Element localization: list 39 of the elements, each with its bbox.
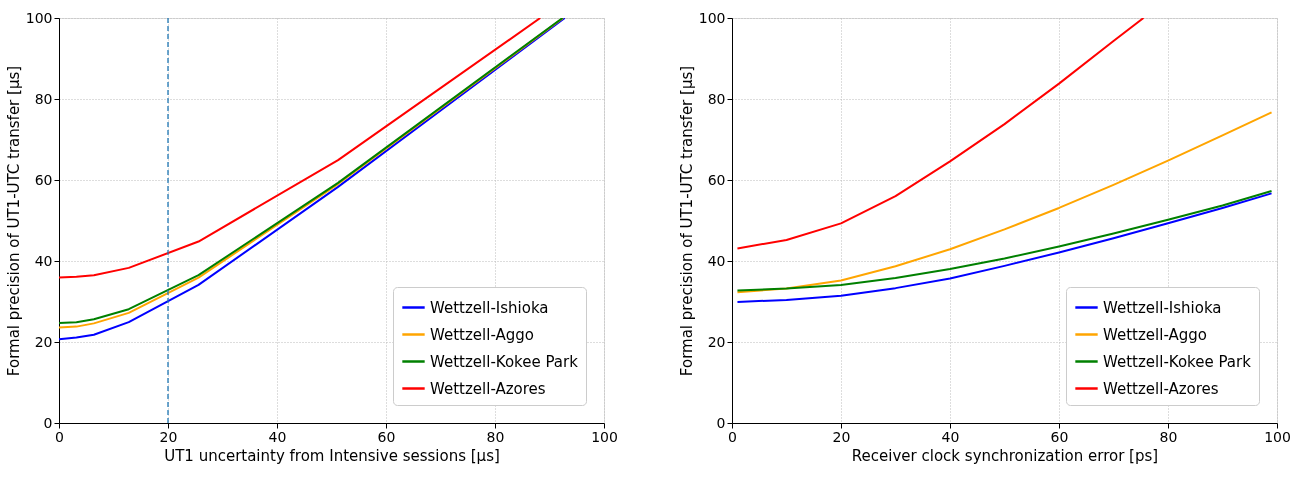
y-tick-label: 20	[34, 333, 53, 350]
x-tick-label: 40	[941, 428, 960, 445]
line-series	[59, 18, 542, 279]
y-tick-label: 60	[707, 171, 726, 188]
y-tick-label: 20	[707, 333, 726, 350]
y-tick-label: 100	[25, 9, 53, 26]
line-series	[736, 111, 1273, 294]
legend-label: Wettzell-Ishioka	[430, 298, 549, 317]
line-series	[736, 18, 1145, 250]
legend-label: Wettzell-Azores	[430, 379, 546, 398]
legend-label: Wettzell-Azores	[1103, 379, 1219, 398]
legend-label: Wettzell-Aggo	[430, 325, 534, 344]
x-axis-title: UT1 uncertainty from Intensive sessions [μs]	[164, 446, 500, 465]
x-tick-label: 20	[159, 428, 178, 445]
x-tick-label: 100	[1264, 428, 1291, 445]
y-tick-label: 80	[34, 90, 53, 107]
x-axis-title: Receiver clock synchronization error [ps]	[851, 446, 1159, 465]
y-tick-label: 0	[716, 414, 726, 431]
y-tick-label: 100	[698, 9, 726, 26]
legend-label: Wettzell-Kokee Park	[1103, 352, 1252, 371]
y-tick-label: 0	[43, 414, 53, 431]
x-tick-label: 100	[591, 428, 618, 445]
x-tick-label: 0	[55, 428, 64, 445]
legend-label: Wettzell-Kokee Park	[430, 352, 579, 371]
y-axis-title: Formal precision of UT1-UTC transfer [μs]	[677, 65, 696, 377]
x-tick-label: 60	[1050, 428, 1069, 445]
x-tick-label: 0	[728, 428, 737, 445]
y-tick-label: 40	[34, 252, 53, 269]
x-tick-label: 80	[1159, 428, 1178, 445]
x-tick-label: 20	[832, 428, 851, 445]
y-tick-label: 60	[34, 171, 53, 188]
legend-label: Wettzell-Ishioka	[1103, 298, 1222, 317]
x-tick-label: 60	[377, 428, 396, 445]
legend-label: Wettzell-Aggo	[1103, 325, 1207, 344]
y-tick-label: 80	[707, 90, 726, 107]
x-tick-label: 80	[486, 428, 505, 445]
x-tick-label: 40	[268, 428, 287, 445]
y-tick-label: 40	[707, 252, 726, 269]
y-axis-title: Formal precision of UT1-UTC transfer [μs]	[4, 65, 23, 377]
